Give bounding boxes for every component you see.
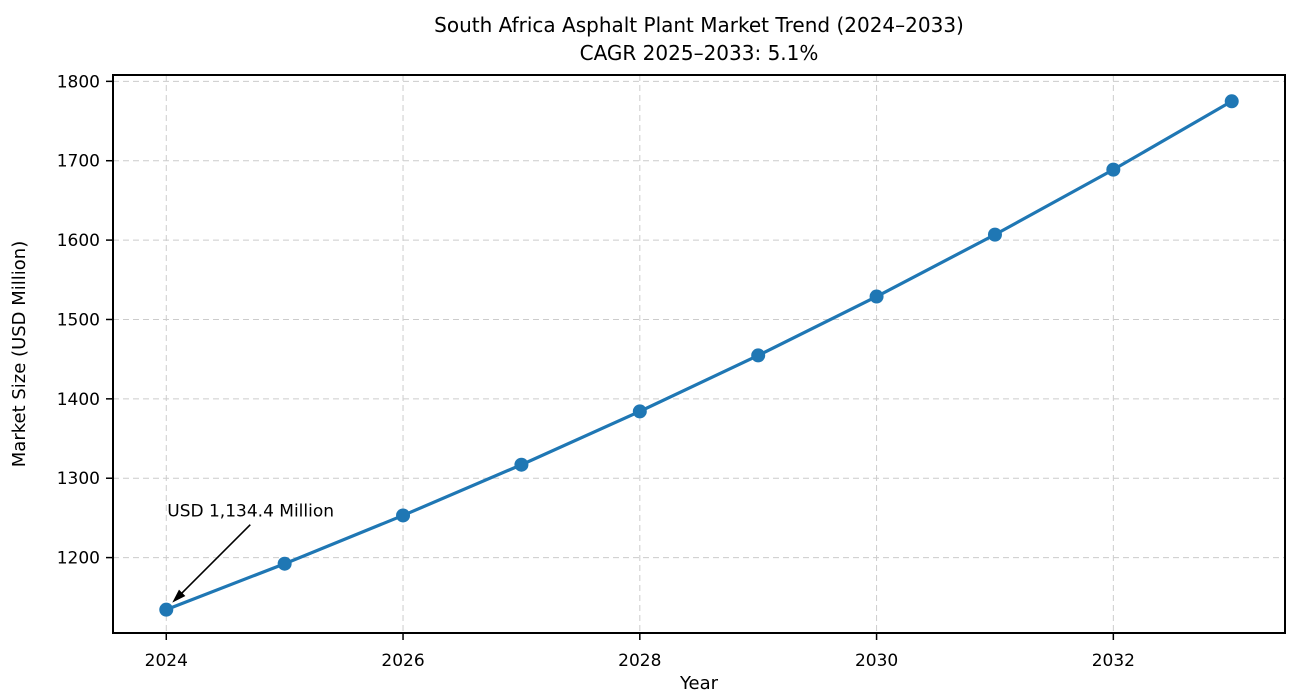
- annotation-arrowhead-icon: [172, 589, 186, 603]
- x-tick-label: 2026: [381, 651, 424, 671]
- plot-frame: [112, 74, 1286, 634]
- y-tick-label: 1400: [57, 390, 100, 410]
- data-point-2029: [751, 348, 766, 363]
- trend-line: [164, 99, 1234, 612]
- x-axis-label: Year: [679, 673, 719, 694]
- data-point-2033: [1224, 94, 1239, 109]
- data-point-2024: [159, 602, 174, 617]
- y-tick-label: 1300: [57, 469, 100, 489]
- annotation-arrow-line: [179, 524, 251, 596]
- data-point-2028: [632, 404, 647, 419]
- y-tick-label: 1200: [57, 549, 100, 569]
- y-tick-label: 1700: [57, 152, 100, 172]
- data-point-2032: [1106, 162, 1121, 177]
- data-point-2027: [514, 457, 529, 472]
- annotation-label: USD 1,134.4 Million: [167, 502, 334, 522]
- data-point-2025: [277, 556, 292, 571]
- y-tick-label: 1500: [57, 310, 100, 330]
- data-point-2026: [396, 508, 411, 523]
- y-tick-label: 1600: [57, 231, 100, 251]
- y-tick-label: 1800: [57, 72, 100, 92]
- tick-labels: 2024 2026 2028 2030 2032 1200 1300 1400 1500 1600…: [57, 72, 1135, 671]
- x-tick-label: 2030: [855, 651, 898, 671]
- x-tick-label: 2024: [145, 651, 188, 671]
- chart-subtitle: CAGR 2025–2033: 5.1%: [580, 41, 819, 65]
- chart-title: South Africa Asphalt Plant Market Trend …: [434, 13, 964, 37]
- axis-ticks: [106, 80, 1115, 640]
- x-tick-label: 2028: [618, 651, 661, 671]
- x-tick-label: 2032: [1092, 651, 1135, 671]
- y-axis-label: Market Size (USD Million): [9, 241, 30, 467]
- gridlines: [113, 75, 1285, 633]
- data-point-2031: [987, 227, 1002, 242]
- data-point-2030: [869, 289, 884, 304]
